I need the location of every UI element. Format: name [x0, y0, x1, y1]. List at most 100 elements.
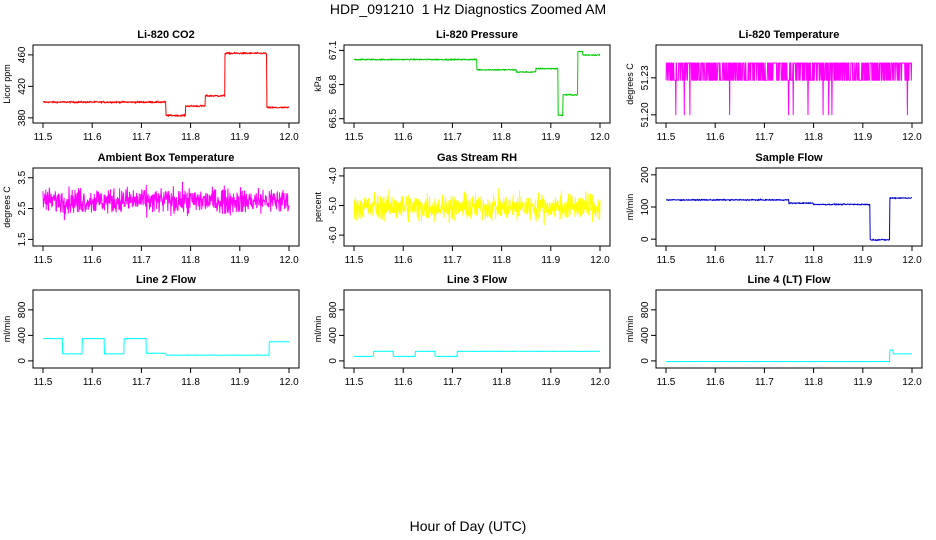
y-tick-label: 66.5: [328, 109, 339, 129]
y-tick-label: 800: [328, 301, 339, 318]
panel-4: Ambient Box Temperature degrees C 11.5 11.6…: [2, 152, 300, 266]
panel-title: Ambient Box Temperature: [98, 152, 235, 164]
x-tick-label: 11.7: [755, 255, 774, 266]
figure-x-axis-label: Hour of Day (UTC): [409, 518, 527, 534]
y-tick-label: 51.23: [640, 65, 651, 90]
y-tick-label: 800: [17, 301, 28, 318]
x-tick-label: 11.6: [83, 377, 102, 388]
x-tick-label: 11.7: [443, 255, 462, 266]
y-axis-label: degrees C: [2, 186, 12, 228]
x-tick-label: 11.6: [706, 255, 725, 266]
y-axis-label: Licor ppm: [2, 64, 12, 104]
y-tick-label: 0: [17, 358, 28, 364]
x-tick-label: 11.8: [181, 255, 200, 266]
y-tick-label: 66.8: [328, 74, 339, 94]
series-line: [665, 62, 913, 116]
plot-box: [655, 167, 923, 247]
panel-title: Sample Flow: [755, 152, 823, 164]
plot-box: [32, 44, 300, 124]
y-tick-label: 0: [640, 236, 651, 242]
y-tick-label: 380: [17, 109, 28, 126]
panel-5: Gas Stream RH percent 11.5 11.6 11.7 11.8 11.9…: [313, 152, 611, 266]
x-tick-label: 12.0: [590, 377, 610, 388]
x-tick-label: 11.9: [853, 377, 872, 388]
panel-3: Li-820 Temperature degrees C 11.5 11.6 11.7 1…: [625, 29, 923, 143]
y-tick-label: 200: [640, 166, 651, 183]
x-tick-label: 11.6: [394, 132, 413, 143]
x-tick-label: 11.9: [541, 377, 560, 388]
y-axis-label: ml/min: [625, 316, 635, 343]
y-tick-label: 400: [17, 327, 28, 344]
y-tick-label: 400: [640, 327, 651, 344]
series-line: [353, 350, 601, 358]
panel-1: Li-820 CO2 Licor ppm 11.5 11.6 11.7 11.8 11.9 1…: [2, 29, 300, 143]
x-tick-label: 11.6: [394, 377, 413, 388]
x-tick-label: 11.6: [394, 255, 413, 266]
x-tick-label: 11.5: [657, 132, 676, 143]
x-tick-label: 11.7: [132, 132, 151, 143]
y-axis-label: ml/min: [313, 316, 323, 343]
y-tick-label: 51.20: [640, 102, 651, 127]
panel-title: Li-820 Temperature: [739, 29, 840, 41]
panel-title: Li-820 CO2: [137, 29, 194, 41]
panel-8: Line 3 Flow ml/min 11.5 11.6 11.7 11.8 11.9 12.…: [313, 274, 611, 388]
panel-2: Li-820 Pressure kPa 11.5 11.6 11.7 11.8 11.9 12…: [313, 29, 611, 143]
x-tick-label: 11.7: [755, 132, 774, 143]
y-tick-label: 0: [328, 358, 339, 364]
x-tick-label: 11.8: [492, 255, 511, 266]
x-tick-label: 11.7: [755, 377, 774, 388]
figure-title: HDP_091210 1 Hz Diagnostics Zoomed AM: [329, 1, 607, 17]
x-tick-label: 11.9: [541, 132, 560, 143]
x-tick-label: 12.0: [590, 132, 610, 143]
panel-title: Gas Stream RH: [437, 152, 517, 164]
x-tick-label: 11.7: [132, 255, 151, 266]
plot-box: [343, 167, 611, 247]
x-tick-label: 12.0: [902, 255, 922, 266]
plot-box: [655, 289, 923, 369]
x-tick-label: 11.5: [34, 255, 53, 266]
y-axis-label: percent: [313, 191, 323, 222]
y-tick-label: 100: [640, 198, 651, 215]
x-tick-label: 11.6: [83, 132, 102, 143]
y-tick-label: 1.5: [17, 232, 28, 246]
panel-title: Li-820 Pressure: [436, 29, 518, 41]
x-tick-label: 11.8: [492, 132, 511, 143]
y-axis-label: ml/min: [625, 194, 635, 221]
y-axis-label: ml/min: [2, 316, 12, 343]
plot-box: [32, 167, 300, 247]
x-tick-label: 11.9: [853, 132, 872, 143]
x-tick-label: 11.5: [345, 377, 364, 388]
series-line: [42, 181, 290, 221]
panel-6: Sample Flow ml/min 11.5 11.6 11.7 11.8 11.9 12.…: [625, 152, 923, 266]
x-tick-label: 11.8: [804, 132, 823, 143]
series-line: [665, 197, 913, 241]
x-tick-label: 12.0: [279, 377, 299, 388]
x-tick-label: 11.8: [804, 377, 823, 388]
panel-title: Line 4 (LT) Flow: [748, 274, 831, 286]
plot-box: [32, 289, 300, 369]
x-tick-label: 11.9: [230, 377, 249, 388]
x-tick-label: 11.6: [83, 255, 102, 266]
x-tick-label: 11.7: [443, 132, 462, 143]
x-tick-label: 12.0: [279, 132, 299, 143]
x-tick-label: 11.7: [443, 377, 462, 388]
y-tick-label: 67.1: [328, 40, 339, 60]
x-tick-label: 11.8: [804, 255, 823, 266]
x-tick-label: 11.5: [345, 255, 364, 266]
x-tick-label: 11.8: [492, 377, 511, 388]
panel-9: Line 4 (LT) Flow ml/min 11.5 11.6 11.7 11.8 11…: [625, 274, 923, 388]
x-tick-label: 12.0: [590, 255, 610, 266]
y-tick-label: 460: [17, 46, 28, 63]
x-tick-label: 11.5: [34, 132, 53, 143]
x-tick-label: 12.0: [902, 377, 922, 388]
x-tick-label: 11.8: [181, 132, 200, 143]
x-tick-label: 11.9: [541, 255, 560, 266]
x-tick-label: 11.9: [853, 255, 872, 266]
y-tick-label: -6.0: [328, 226, 339, 244]
y-tick-label: 2.5: [17, 201, 28, 215]
panel-7: Line 2 Flow ml/min 11.5 11.6 11.7 11.8 11.9 12.…: [2, 274, 300, 388]
series-line: [353, 50, 601, 117]
x-tick-label: 11.8: [181, 377, 200, 388]
x-tick-label: 12.0: [279, 255, 299, 266]
